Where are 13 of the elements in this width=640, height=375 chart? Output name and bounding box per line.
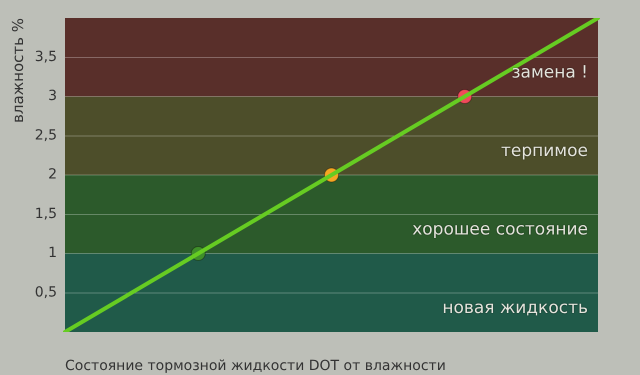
y-tick-label: 1,5 xyxy=(34,206,57,222)
y-axis-title: влажность % xyxy=(8,18,27,123)
y-tick-label: 2 xyxy=(48,166,57,183)
y-tick-label: 0,5 xyxy=(34,284,57,300)
y-tick-label: 1 xyxy=(48,245,57,262)
band-label: терпимое xyxy=(500,140,588,161)
x-axis-title: Состояние тормозной жидкости DOT от влажности xyxy=(65,358,446,374)
y-tick-label: 3 xyxy=(48,88,57,104)
band-label: хорошее состояние xyxy=(412,219,588,240)
band-label: замена ! xyxy=(512,62,588,82)
band-label: новая жидкость xyxy=(442,298,588,318)
y-tick-label: 3,5 xyxy=(34,48,57,65)
y-tick-label: 2,5 xyxy=(34,127,57,144)
